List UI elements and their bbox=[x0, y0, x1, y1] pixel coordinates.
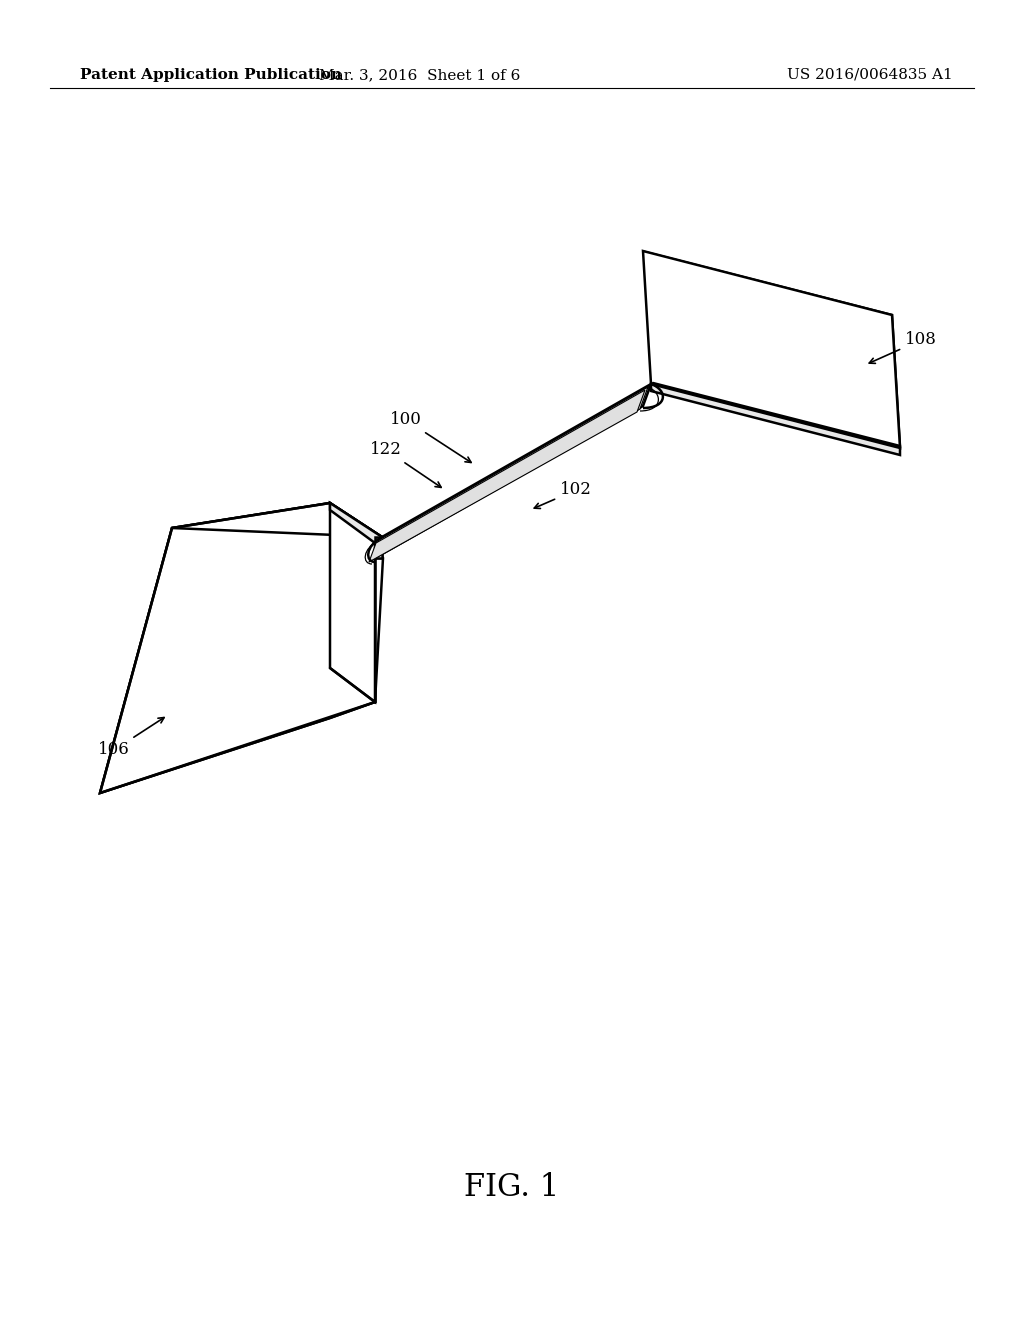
Polygon shape bbox=[375, 537, 382, 558]
Text: 122: 122 bbox=[370, 441, 441, 487]
Polygon shape bbox=[330, 503, 382, 558]
Text: 100: 100 bbox=[390, 412, 471, 462]
Text: Mar. 3, 2016  Sheet 1 of 6: Mar. 3, 2016 Sheet 1 of 6 bbox=[319, 69, 520, 82]
Polygon shape bbox=[645, 252, 900, 446]
Text: US 2016/0064835 A1: US 2016/0064835 A1 bbox=[787, 69, 953, 82]
Text: 106: 106 bbox=[98, 718, 164, 759]
Polygon shape bbox=[651, 384, 900, 455]
Polygon shape bbox=[100, 503, 383, 793]
Polygon shape bbox=[375, 384, 651, 558]
Polygon shape bbox=[330, 503, 382, 702]
Polygon shape bbox=[100, 503, 382, 793]
Polygon shape bbox=[643, 251, 900, 447]
Text: Patent Application Publication: Patent Application Publication bbox=[80, 69, 342, 82]
Text: 108: 108 bbox=[869, 331, 937, 363]
Text: FIG. 1: FIG. 1 bbox=[464, 1172, 560, 1204]
Polygon shape bbox=[369, 389, 645, 562]
Text: 102: 102 bbox=[535, 482, 592, 508]
Polygon shape bbox=[372, 387, 648, 560]
